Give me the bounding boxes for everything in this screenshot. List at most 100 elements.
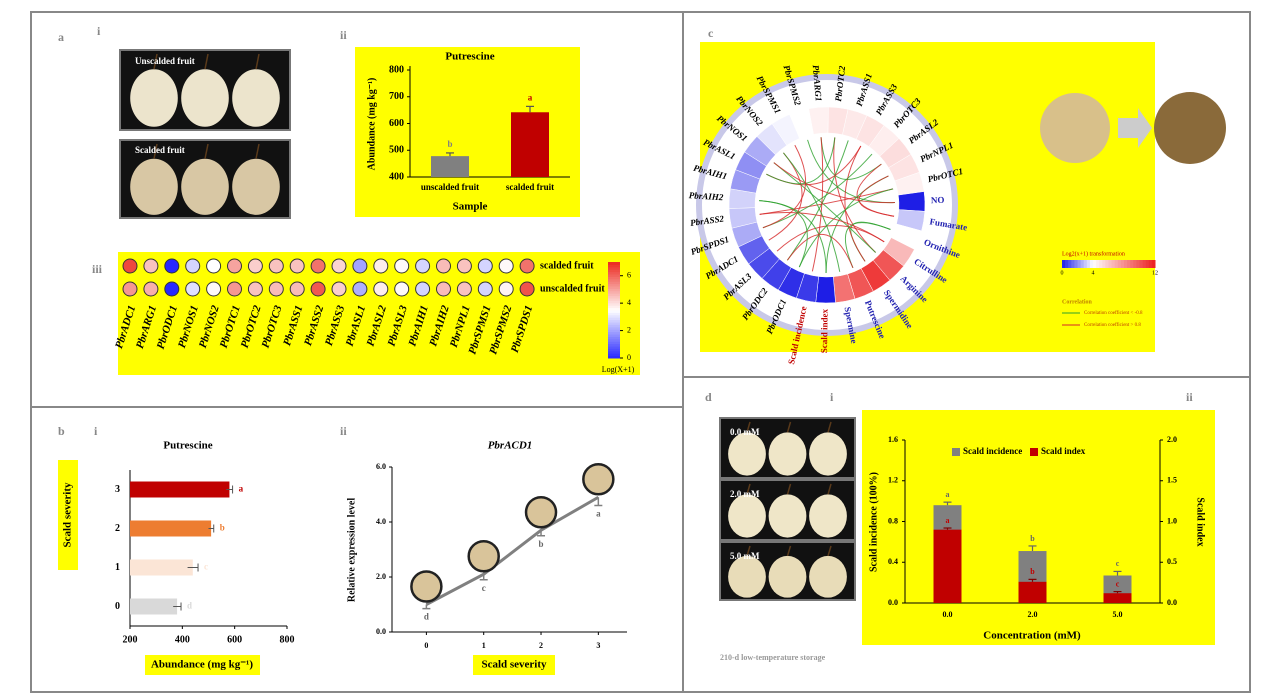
significance-letter: b (447, 139, 452, 149)
heat-dot (498, 258, 514, 274)
node-label: PbrARG1 (811, 65, 824, 102)
colorbar-cell (1083, 260, 1088, 268)
y-tick-label: 0 (115, 601, 120, 612)
colorbar-label: Log(X+1) (602, 365, 635, 374)
colorbar-cell (608, 336, 620, 340)
y-tick-label: 2 (115, 523, 120, 534)
y-tick-label: 3 (115, 484, 120, 495)
pear (809, 494, 847, 538)
colorbar-cell (608, 269, 620, 273)
heat-dot (331, 281, 347, 297)
x-axis-label: Concentration (mM) (983, 630, 1081, 642)
bg-b2-xlabel (473, 655, 555, 675)
colorbar-cell (608, 310, 620, 313)
fruit-photo (524, 496, 558, 529)
stem (827, 545, 832, 557)
row-label: unscalded fruit (540, 283, 605, 294)
stem (746, 421, 751, 433)
pear (728, 494, 766, 538)
photo-caption: Scalded fruit (135, 145, 185, 155)
colorbar-cell (608, 271, 620, 275)
chart-title: Putrescine (445, 51, 494, 63)
panel-label: d (705, 390, 712, 404)
y2-axis-label: Scald index (1195, 497, 1206, 546)
ring-cell (789, 108, 814, 139)
bar (1103, 593, 1132, 603)
colorbar-cell (1093, 260, 1097, 268)
panel-label: i (94, 424, 98, 438)
panel-label: i (830, 390, 834, 404)
x-tick-label: scalded fruit (506, 182, 554, 192)
significance-letter: a (528, 92, 533, 102)
legend-label: Scald index (1041, 446, 1086, 456)
heat-dot (436, 258, 451, 274)
colorbar-cell (608, 341, 620, 345)
fruit-photo (467, 540, 500, 573)
heat-dot (164, 258, 180, 274)
significance-letter: c (1116, 559, 1120, 568)
panel-frames (30, 11, 1251, 693)
heat-dot (415, 281, 431, 297)
significance-letter: a (239, 484, 244, 494)
significance-letter: b (1030, 567, 1035, 576)
pear (232, 69, 280, 127)
stem (827, 421, 832, 433)
stem (255, 143, 260, 159)
heat-dot (394, 258, 410, 274)
pear (809, 555, 847, 598)
heat-dot (394, 281, 410, 297)
x-tick-label: 200 (123, 634, 138, 645)
legend-swatch (1030, 448, 1038, 456)
colorbar-cell (1117, 260, 1122, 268)
pear (768, 494, 807, 538)
colorbar-cell (608, 348, 620, 352)
chord (773, 162, 895, 204)
colorbar-cell (608, 262, 620, 265)
bar (933, 529, 962, 603)
colorbar-cell (1071, 260, 1075, 268)
y-tick-label: 0.0 (888, 598, 898, 607)
x-tick-label: 600 (227, 634, 242, 645)
y-tick-label: 800 (389, 64, 404, 75)
y-tick-label: 1.6 (888, 435, 898, 444)
colorbar-cell (608, 278, 620, 282)
stem (746, 545, 751, 557)
frame-d (682, 376, 1251, 693)
significance-letter: c (1116, 579, 1120, 588)
y-axis-label: Abundance (mg kg⁻¹) (366, 78, 377, 171)
stem (786, 421, 792, 433)
row-label: scalded fruit (540, 260, 594, 271)
legend-title: Correlation (1062, 299, 1093, 305)
colorbar-tick-label: 2 (627, 325, 631, 334)
panel-label: a (58, 30, 64, 44)
colorbar-tick-label: 0 (627, 353, 631, 362)
x-tick-label: 5.0 (1113, 610, 1123, 619)
heat-dot (456, 258, 472, 274)
pear (232, 158, 280, 215)
stem (746, 483, 751, 495)
y-tick-label: 1.2 (888, 476, 898, 485)
heat-dot (415, 258, 431, 274)
colorbar-cell (1133, 260, 1137, 268)
colorbar-cell (608, 286, 620, 289)
heat-dot (143, 281, 159, 297)
pear (809, 432, 847, 476)
colorbar-cell (1136, 260, 1140, 268)
colorbar-cell (608, 314, 620, 318)
panel-label: iii (92, 262, 103, 276)
bar (130, 481, 230, 498)
y2-tick-label: 1.0 (1167, 516, 1177, 525)
bar (130, 520, 212, 537)
pear (181, 158, 229, 215)
panel-label: ii (340, 28, 347, 42)
pear (728, 432, 766, 476)
y2-tick-label: 1.5 (1167, 476, 1177, 485)
fruit-photo (1040, 93, 1110, 163)
colorbar-label: Log2(x+1) transformation (1062, 250, 1125, 257)
colorbar-cell (608, 293, 620, 297)
colorbar-cell (608, 283, 620, 287)
significance-letter: c (482, 583, 486, 593)
colorbar-cell (608, 307, 620, 311)
x-tick-label: 400 (175, 634, 190, 645)
heat-dot (477, 258, 493, 274)
